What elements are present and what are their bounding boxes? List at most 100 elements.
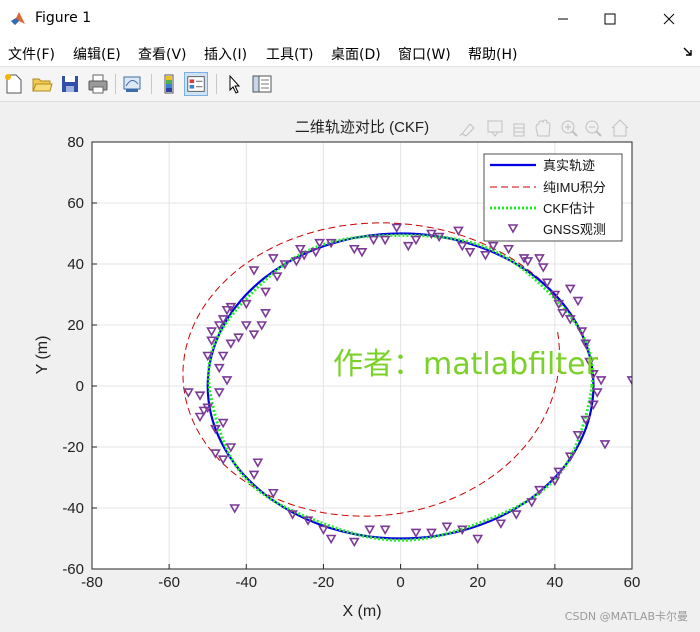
x-axis-label: X (m) [342,603,381,620]
gnss-point [229,504,241,514]
legend-box [483,153,623,242]
gnss-point [302,516,314,526]
gnss-point [591,388,603,398]
home-icon[interactable] [611,119,629,137]
gnss-point [368,235,379,246]
gnss-point [402,241,414,252]
dock-arrow-icon[interactable] [682,46,694,58]
gnss-point [202,403,214,413]
menu-file[interactable]: 文件(F) [8,47,55,63]
gnss-point [260,309,271,319]
grid-lines [92,142,632,569]
gnss-point [522,257,534,267]
save-icon[interactable] [58,72,82,96]
figure-toolbar [0,67,700,102]
gnss-point [364,525,376,535]
gnss-point [553,299,565,310]
menu-insert[interactable]: 插入(I) [204,47,248,63]
gnss-point [576,327,588,337]
gnss-point [348,244,360,255]
y-tick-label: 0 [76,378,84,395]
zoom-in-icon[interactable] [561,120,578,137]
gnss-point [225,302,237,313]
brush-icon[interactable] [459,123,475,137]
property-editor-icon[interactable] [250,72,274,96]
open-file-icon[interactable] [30,72,54,96]
gnss-point [206,327,217,337]
gnss-point [588,400,599,410]
gnss-point [240,321,252,331]
legend-label-true: 真实轨迹 [543,158,595,173]
gnss-point [464,248,476,258]
gnss-point [626,376,632,386]
y-tick-label: 80 [67,134,84,151]
menu-desktop[interactable]: 桌面(D) [331,47,381,63]
gnss-point [314,238,325,249]
gnss-point [549,476,561,487]
gnss-point [487,241,499,252]
y-axis-label: Y (m) [34,336,51,375]
pan-icon[interactable] [513,123,525,137]
legend-label-ckf: CKF估计 [543,201,595,216]
gnss-point [480,251,491,261]
menu-help[interactable]: 帮助(H) [468,47,518,63]
menu-bar: 文件(F) 编辑(E) 查看(V) 插入(I) 工具(T) 桌面(D) 窗口(W… [0,38,700,67]
gnss-point [426,229,437,240]
gnss-point [379,525,391,535]
gnss-point [453,226,464,237]
axes-box [91,141,633,570]
zoom-out-icon[interactable] [585,120,602,137]
gnss-point [260,287,271,298]
gnss-point [584,357,595,368]
matlab-logo-icon [11,12,25,25]
x-tick-label: 20 [469,574,486,591]
menu-view[interactable]: 查看(V) [138,47,187,63]
gnss-point [267,254,279,264]
gnss-point [526,498,538,508]
x-tick-label: 60 [624,574,641,591]
gnss-point [537,263,549,273]
gnss-point [298,251,310,261]
gnss-point [325,238,337,249]
gnss-point [206,336,217,346]
toolbar-separator [216,74,217,94]
gnss-point [564,284,576,295]
menu-edit[interactable]: 编辑(E) [73,47,121,63]
new-figure-icon[interactable] [2,72,26,96]
close-icon[interactable] [646,0,692,38]
minimize-icon[interactable] [540,0,586,38]
menu-window[interactable]: 窗口(W) [398,47,451,63]
gnss-point [213,363,225,374]
gnss-point [456,241,468,252]
gnss-point [356,248,368,258]
chart-title: 二维轨迹对比 (CKF) [295,119,429,136]
data-tips-icon[interactable] [487,120,503,137]
gnss-point [217,351,229,362]
menu-tools[interactable]: 工具(T) [266,47,314,63]
legend[interactable]: 真实轨迹 纯IMU积分 CKF估计 GNSS观测 [483,153,623,242]
gnss-point [433,232,445,243]
maximize-icon[interactable] [587,0,633,38]
legend-icon[interactable] [184,72,208,96]
hand-icon[interactable] [535,119,551,137]
series-imu-line [182,222,594,517]
gnss-point [217,315,229,325]
gnss-point [541,278,553,288]
figure-canvas: -80 -60 -40 -20 0 20 40 60 -60 -40 -20 0 20 40 60 80 二维… [0,102,700,628]
print-icon[interactable] [86,72,110,96]
gnss-point [240,299,252,310]
gnss-point [510,510,522,520]
gnss-point [325,534,337,545]
gnss-point [534,485,545,496]
x-tick-label: -20 [313,574,335,591]
colorbar-icon[interactable] [157,72,181,96]
gnss-point [534,254,545,264]
gnss-point [198,406,210,417]
link-plot-icon[interactable] [120,72,144,96]
gnss-point [503,244,514,255]
y-tick-label: -40 [62,500,84,517]
gnss-point [549,290,561,301]
pointer-icon[interactable] [222,72,246,96]
y-tick-label: -60 [62,561,84,578]
